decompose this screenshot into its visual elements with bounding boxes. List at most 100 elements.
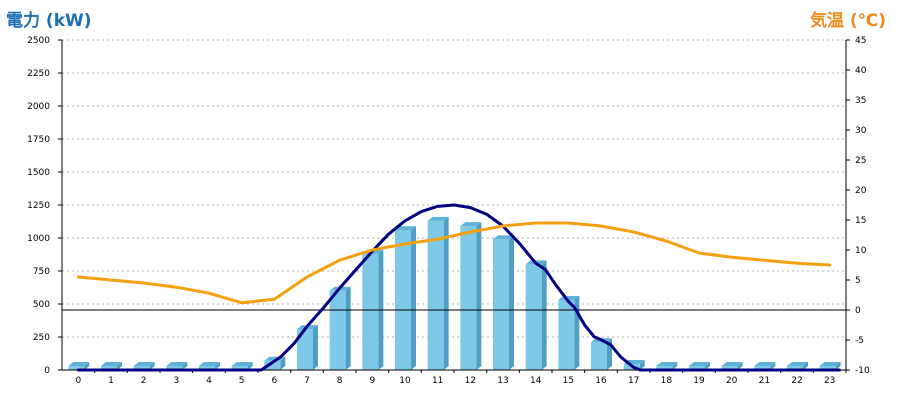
bar-side — [509, 235, 514, 370]
bar-side — [215, 362, 220, 370]
bar-front — [395, 230, 411, 370]
bar-front — [329, 290, 346, 370]
bar-hour-2 — [133, 362, 155, 370]
x-tick-label: 13 — [497, 376, 508, 386]
x-tick-label: 12 — [465, 376, 476, 386]
bar-side — [737, 362, 743, 370]
right-tick-label: 20 — [855, 186, 867, 196]
x-tick-label: 10 — [399, 376, 411, 386]
bar-hour-18 — [656, 362, 678, 370]
bar-side — [247, 362, 253, 370]
bar-side — [411, 226, 416, 370]
bar-top — [460, 222, 482, 227]
left-tick-label: 1000 — [27, 234, 50, 244]
x-tick-label: 4 — [206, 376, 212, 386]
bar-hour-10 — [395, 226, 416, 370]
bar-side — [705, 362, 710, 370]
x-tick-label: 19 — [693, 376, 705, 386]
right-tick-label: 0 — [855, 306, 861, 316]
power-bars — [68, 216, 841, 370]
bar-side — [835, 362, 841, 370]
bar-front — [231, 366, 248, 370]
bar-side — [84, 362, 90, 370]
bar-side — [541, 260, 547, 370]
x-tick-label: 16 — [595, 376, 607, 386]
right-tick-label: 45 — [855, 36, 866, 46]
x-tick-label: 9 — [369, 376, 375, 386]
bar-hour-13 — [493, 235, 514, 370]
left-tick-label: 250 — [33, 333, 50, 343]
bar-top — [199, 362, 220, 366]
x-tick-label: 23 — [824, 376, 835, 386]
bar-top — [395, 226, 416, 231]
bar-front — [656, 366, 673, 370]
bar-hour-3 — [166, 362, 188, 370]
left-tick-label: 1500 — [27, 168, 50, 178]
bar-side — [803, 362, 808, 370]
data-lines — [76, 203, 841, 372]
right-tick-label: 5 — [855, 276, 861, 286]
bar-top — [68, 362, 90, 366]
left-tick-label: 1250 — [27, 201, 50, 211]
right-axis-title: 気温 (℃) — [809, 11, 886, 31]
right-tick-label: 40 — [855, 66, 867, 76]
left-tick-label: 2500 — [27, 36, 50, 46]
bar-hour-1 — [101, 362, 122, 370]
bar-hour-23 — [819, 362, 841, 370]
bar-top — [133, 362, 155, 366]
bar-front — [297, 329, 313, 370]
bar-front — [493, 239, 509, 370]
bar-front — [819, 366, 836, 370]
left-tick-label: 500 — [33, 300, 50, 310]
x-tick-label: 1 — [108, 376, 114, 386]
bar-hour-0 — [68, 362, 90, 370]
bar-front — [591, 342, 607, 370]
bar-hour-7 — [297, 325, 318, 370]
x-tick-label: 8 — [337, 376, 343, 386]
bar-top — [493, 235, 514, 240]
bar-top — [819, 362, 841, 366]
bar-top — [166, 362, 188, 366]
bar-front — [166, 366, 183, 370]
bar-hour-14 — [525, 260, 547, 370]
bar-front — [362, 253, 379, 370]
x-tick-label: 11 — [432, 376, 443, 386]
bar-front — [787, 366, 803, 370]
bar-top — [656, 362, 678, 366]
bar-side — [313, 325, 318, 370]
bar-side — [345, 286, 351, 370]
right-tick-label: -5 — [855, 336, 864, 346]
left-tick-label: 2000 — [27, 102, 50, 112]
right-tick-label: 30 — [855, 126, 867, 136]
bar-hour-20 — [721, 362, 743, 370]
bar-hour-12 — [460, 222, 482, 370]
x-tick-label: 5 — [239, 376, 245, 386]
bar-top — [231, 362, 253, 366]
x-tick-label: 21 — [759, 376, 770, 386]
x-tick-label: 14 — [530, 376, 542, 386]
bar-front — [427, 220, 444, 370]
power-curve-line — [76, 203, 841, 372]
bar-front — [689, 366, 705, 370]
grid-lines — [62, 39, 846, 338]
x-tick-label: 0 — [75, 376, 81, 386]
right-tick-label: 35 — [855, 96, 866, 106]
right-tick-label: -10 — [855, 366, 870, 376]
bar-side — [443, 216, 449, 370]
x-tick-label: 17 — [628, 376, 639, 386]
x-tick-label: 7 — [304, 376, 310, 386]
bar-front — [754, 366, 771, 370]
bar-front — [199, 366, 215, 370]
bar-hour-21 — [754, 362, 776, 370]
bar-top — [427, 216, 449, 221]
bar-front — [460, 226, 477, 370]
left-tick-label: 1750 — [27, 135, 50, 145]
left-tick-label: 0 — [44, 366, 50, 376]
bar-front — [264, 360, 281, 370]
left-tick-label: 750 — [33, 267, 50, 277]
x-tick-label: 22 — [791, 376, 802, 386]
bar-side — [672, 362, 678, 370]
bar-front — [133, 366, 150, 370]
bar-hour-8 — [329, 286, 351, 370]
